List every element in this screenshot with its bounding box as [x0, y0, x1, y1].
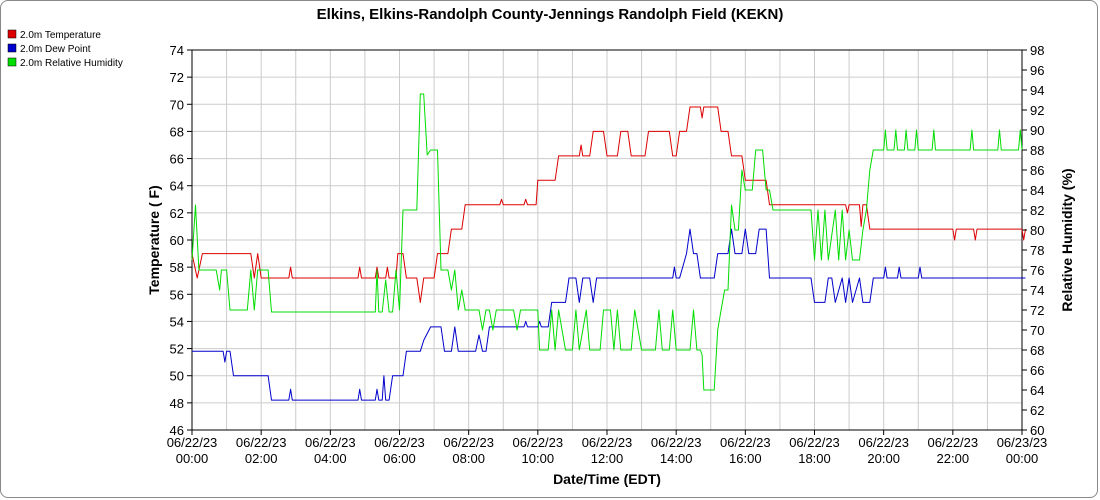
x-tick-label: 06/22/23 04:00: [305, 435, 356, 466]
right-tick-label: 60: [1030, 423, 1044, 438]
x-tick-label: 06/22/23 10:00: [513, 435, 564, 466]
y2-axis-label: Relative Humidity (%): [1059, 168, 1075, 311]
series-dew-point: [192, 228, 1026, 401]
left-tick-label: 60: [170, 233, 184, 248]
left-axis-ticks: 46 48 50 52 54 56 58 60 62 64 66 68 70 72 74: [170, 43, 192, 438]
left-tick-label: 52: [170, 342, 184, 357]
right-tick-label: 82: [1030, 203, 1044, 218]
right-axis-ticks: 60 62 64 66 68 70 72 74 76 78 80 82 84 86 88 90 92 94 96 98: [1022, 43, 1044, 438]
legend-swatch-dew-point: [7, 43, 17, 53]
left-tick-label: 46: [170, 423, 184, 438]
legend-label-dew-point: 2.0m Dew Point: [20, 44, 91, 55]
x-tick-label: 06/23/23 00:00: [997, 435, 1048, 466]
left-tick-label: 62: [170, 206, 184, 221]
left-tick-label: 64: [170, 179, 184, 194]
series-layer: [191, 93, 1026, 401]
right-tick-label: 66: [1030, 363, 1044, 378]
right-tick-label: 78: [1030, 243, 1044, 258]
left-tick-label: 54: [170, 314, 184, 329]
right-tick-label: 92: [1030, 103, 1044, 118]
x-axis-ticks: 06/22/23 00:00 06/22/23 02:00 06/22/23 04:00 0…: [167, 430, 1048, 466]
right-tick-label: 70: [1030, 323, 1044, 338]
legend-swatch-relative-humidity: [7, 57, 17, 67]
left-tick-label: 68: [170, 124, 184, 139]
chart-title: Elkins, Elkins-Randolph County-Jennings …: [317, 6, 784, 23]
right-tick-label: 64: [1030, 383, 1044, 398]
x-tick-label: 06/22/23 02:00: [236, 435, 287, 466]
x-tick-label: 06/22/23 20:00: [858, 435, 909, 466]
series-temperature: [191, 106, 1026, 303]
left-tick-label: 48: [170, 396, 184, 411]
right-tick-label: 86: [1030, 163, 1044, 178]
x-tick-label: 06/22/23 00:00: [167, 435, 218, 466]
left-tick-label: 66: [170, 152, 184, 167]
x-tick-label: 06/22/23 08:00: [443, 435, 494, 466]
left-tick-label: 70: [170, 97, 184, 112]
right-tick-label: 98: [1030, 43, 1044, 58]
y-axis-label: Temperature ( F): [146, 185, 162, 294]
right-tick-label: 90: [1030, 123, 1044, 138]
left-tick-label: 50: [170, 369, 184, 384]
series-relative-humidity: [191, 93, 1023, 391]
left-tick-label: 56: [170, 287, 184, 302]
legend-swatch-temperature: [7, 29, 17, 39]
legend-label-relative-humidity: 2.0m Relative Humidity: [20, 58, 123, 69]
right-tick-label: 80: [1030, 223, 1044, 238]
x-tick-label: 06/22/23 12:00: [582, 435, 633, 466]
grid: [191, 49, 1023, 431]
right-tick-label: 68: [1030, 343, 1044, 358]
legend-label-temperature: 2.0m Temperature: [20, 30, 101, 41]
left-tick-label: 74: [170, 43, 184, 58]
right-tick-label: 72: [1030, 303, 1044, 318]
left-tick-label: 72: [170, 70, 184, 85]
right-tick-label: 94: [1030, 83, 1044, 98]
right-tick-label: 76: [1030, 263, 1044, 278]
right-tick-label: 96: [1030, 63, 1044, 78]
right-tick-label: 62: [1030, 403, 1044, 418]
right-tick-label: 84: [1030, 183, 1044, 198]
right-tick-label: 88: [1030, 143, 1044, 158]
right-tick-label: 74: [1030, 283, 1044, 298]
x-tick-label: 06/22/23 18:00: [789, 435, 840, 466]
x-axis-label: Date/Time (EDT): [553, 471, 661, 487]
x-tick-label: 06/22/23 14:00: [651, 435, 702, 466]
legend: 2.0m Temperature 2.0m Dew Point 2.0m Rel…: [7, 29, 123, 69]
left-tick-label: 58: [170, 260, 184, 275]
x-tick-label: 06/22/23 16:00: [720, 435, 771, 466]
x-tick-label: 06/22/23 06:00: [374, 435, 425, 466]
x-tick-label: 06/22/23 22:00: [928, 435, 979, 466]
